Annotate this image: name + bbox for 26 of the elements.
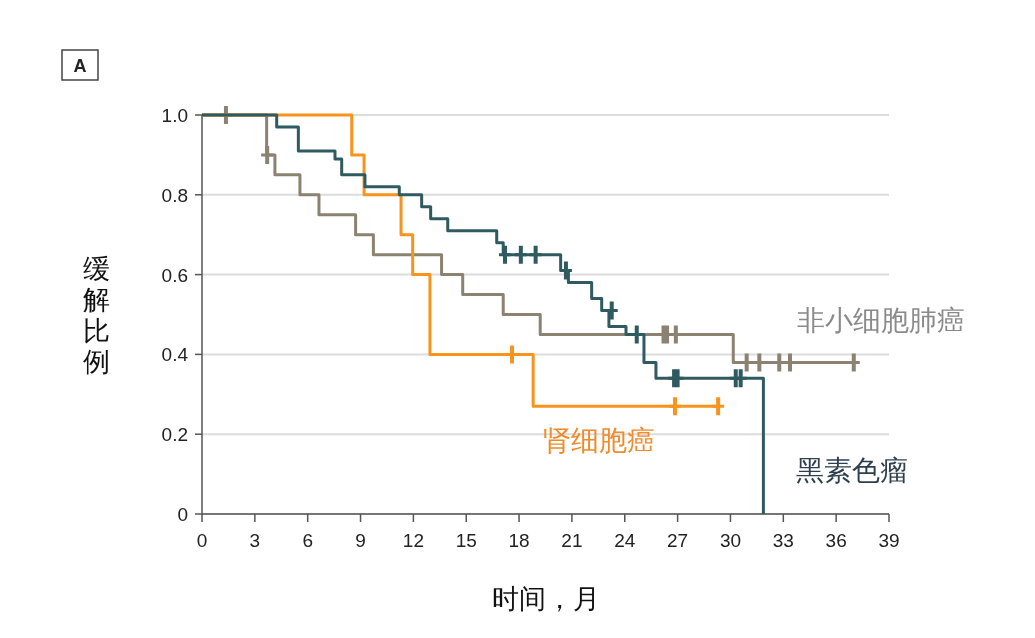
y-tick-label: 0.8 [161,184,188,206]
x-tick-label: 0 [196,530,208,551]
series-label: 非小细胞肺癌 [796,305,965,337]
y-axis-title: 缓解比例 [82,254,110,377]
y-tick-label: 0.6 [161,264,188,286]
y-tick-label: 0.2 [161,424,188,446]
x-tick-label: 12 [402,530,424,551]
y-tick-label: 1.0 [161,105,188,126]
x-tick-label: 36 [825,530,847,551]
x-tick-label: 15 [455,530,477,551]
x-tick-label: 6 [302,530,313,551]
y-tick-label: 0.4 [161,344,189,366]
x-tick-label: 24 [614,530,636,551]
x-tick-label: 18 [508,530,530,551]
series-label: 肾细胞癌 [543,425,656,457]
x-tick-label: 39 [878,530,900,551]
x-tick-label: 33 [772,530,794,551]
x-tick-label: 3 [249,530,261,551]
x-tick-label: 21 [561,530,583,551]
chart-title: A [73,56,87,76]
x-tick-label: 27 [667,530,689,551]
x-axis-title: 时间，月 [491,584,600,614]
x-tick-label: 30 [719,530,742,551]
x-tick-label: 9 [355,530,366,551]
series-label: 黑素色瘤 [796,455,909,486]
y-tick-label: 0 [177,504,188,525]
